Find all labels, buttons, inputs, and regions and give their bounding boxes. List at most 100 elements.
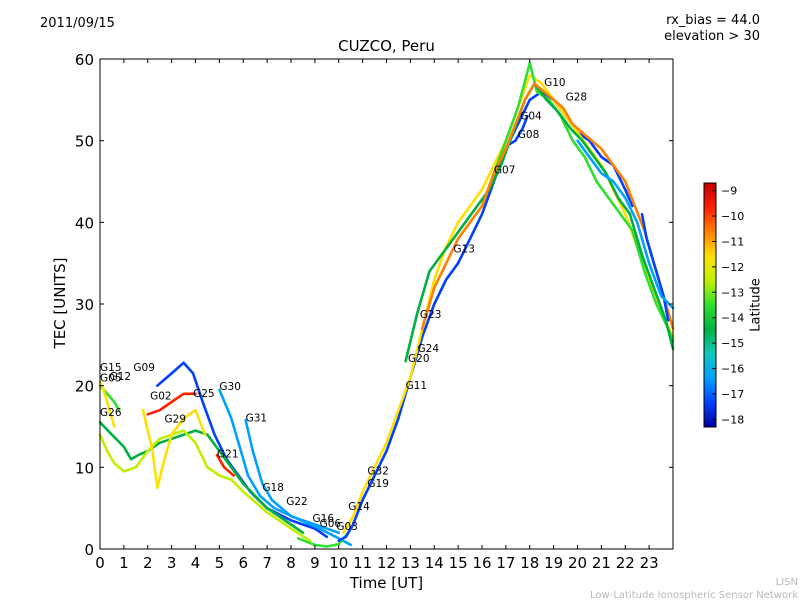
credit: LISN Low-Latitude Ionospheric Sensor Net… (590, 576, 798, 602)
satellite-label-g14: G14 (348, 501, 370, 513)
x-tick-label: 10 (329, 554, 348, 572)
x-tick-label: 17 (496, 554, 515, 572)
x-tick-label: 13 (401, 554, 420, 572)
tec-series-8 (98, 380, 116, 428)
y-tick-label: 20 (75, 378, 94, 396)
colorbar-tick-label: −18 (721, 413, 744, 426)
x-tick-label: 16 (472, 554, 491, 572)
x-tick-label: 5 (215, 554, 225, 572)
y-tick-label: 40 (75, 214, 94, 232)
tec-series-3 (98, 421, 305, 535)
satellite-label-g10: G10 (544, 77, 566, 89)
x-tick-label: 11 (353, 554, 372, 572)
bias-info: rx_bias = 44.0 elevation > 30 (664, 13, 760, 45)
satellite-label-g24: G24 (418, 343, 440, 355)
x-tick-label: 19 (544, 554, 563, 572)
satellite-label-g22: G22 (286, 496, 308, 508)
satellite-label-g30: G30 (219, 381, 241, 393)
satellite-label-g16: G16 (313, 513, 335, 525)
satellite-label-g02: G02 (150, 391, 172, 403)
x-tick-label: 2 (143, 554, 153, 572)
satellite-label-g25: G25 (193, 388, 215, 400)
series-layer (98, 61, 675, 548)
x-tick-label: 20 (568, 554, 587, 572)
tec-series-1 (244, 418, 341, 535)
satellite-label-g03: G03 (336, 521, 358, 533)
credit-line-1: LISN (775, 577, 798, 588)
x-tick-label: 6 (238, 554, 248, 572)
x-tick-label: 14 (425, 554, 444, 572)
x-tick-label: 22 (616, 554, 635, 572)
credit-line-2: Low-Latitude Ionospheric Sensor Network (590, 590, 798, 601)
tec-series-12 (506, 114, 529, 147)
satellite-label-g05: G05 (100, 373, 122, 385)
satellite-label-g08: G08 (518, 129, 540, 141)
axes: 0 1 2 3 4 5 6 7 8 9 10 11 12 13 14 15 16 17 18 19 20 21 22 2301… (75, 51, 673, 572)
x-tick-label: 7 (262, 554, 272, 572)
rx-bias-label: rx_bias = 44.0 (666, 13, 760, 28)
satellite-label-g26: G26 (100, 407, 122, 419)
tec-series-16 (420, 82, 675, 330)
x-tick-label: 4 (191, 554, 201, 572)
tec-series-15 (404, 82, 675, 363)
x-tick-label: 23 (640, 554, 659, 572)
satellite-label-g15: G15 (100, 362, 122, 374)
x-tick-label: 18 (520, 554, 539, 572)
satellite-label-g32: G32 (367, 466, 389, 478)
tec-series-14 (480, 61, 675, 343)
x-tick-label: 1 (119, 554, 129, 572)
colorbar-tick-label: −12 (721, 261, 744, 274)
tec-series-6 (146, 392, 197, 416)
tec-series-0 (156, 361, 329, 539)
y-tick-label: 0 (84, 541, 94, 559)
chart-title: CUZCO, Peru (338, 37, 435, 55)
tec-series-2 (218, 388, 353, 547)
tec-series-17 (640, 212, 670, 322)
y-tick-label: 10 (75, 459, 94, 477)
tec-series-11 (337, 90, 634, 543)
satellite-label-g06: G06 (320, 518, 342, 530)
x-tick-label: 9 (310, 554, 320, 572)
y-tick-label: 60 (75, 51, 94, 69)
x-tick-label: 0 (95, 554, 105, 572)
x-tick-label: 3 (167, 554, 177, 572)
x-tick-label: 12 (377, 554, 396, 572)
colorbar-tick-label: −16 (721, 363, 744, 376)
colorbar-tick-label: −9 (721, 185, 737, 198)
x-tick-label: 15 (449, 554, 468, 572)
tec-series-4 (98, 429, 312, 543)
tec-series-5 (141, 408, 207, 490)
tec-series-9 (215, 453, 235, 477)
colorbar-tick-label: −10 (721, 210, 744, 223)
satellite-label-g04: G04 (520, 110, 542, 122)
satellite-label-g12: G12 (110, 371, 132, 383)
y-tick-label: 50 (75, 133, 94, 151)
colorbar-tick-label: −11 (721, 235, 744, 248)
colorbar-tick-label: −17 (721, 388, 744, 401)
x-tick-label: 8 (286, 554, 296, 572)
satellite-label-g29: G29 (165, 413, 187, 425)
satellite-label-g20: G20 (408, 353, 430, 365)
satellite-label-g13: G13 (453, 244, 475, 256)
tec-series-18 (576, 139, 675, 310)
satellite-label-g09: G09 (133, 362, 155, 374)
colorbar (703, 182, 717, 428)
satellite-label-g07: G07 (494, 164, 516, 176)
satellite-label-g11: G11 (406, 380, 428, 392)
satellite-label-g18: G18 (262, 482, 284, 494)
elevation-label: elevation > 30 (664, 29, 760, 44)
x-tick-label: 21 (592, 554, 611, 572)
colorbar-tick-label: −13 (721, 286, 744, 299)
satellite-label-g21: G21 (217, 449, 239, 461)
colorbar-ticks: −9 −10 −11 −12 −13 −14 −15 −16 −17 −18 (712, 185, 744, 426)
satellite-label-g23: G23 (420, 309, 442, 321)
y-tick-label: 30 (75, 296, 94, 314)
satellite-label-g19: G19 (367, 478, 389, 490)
x-axis-label: Time [UT] (349, 574, 424, 592)
colorbar-tick-label: −14 (721, 312, 744, 325)
date-label: 2011/09/15 (40, 16, 115, 31)
colorbar-tick-label: −15 (721, 337, 744, 350)
satellite-label-g31: G31 (246, 413, 268, 425)
